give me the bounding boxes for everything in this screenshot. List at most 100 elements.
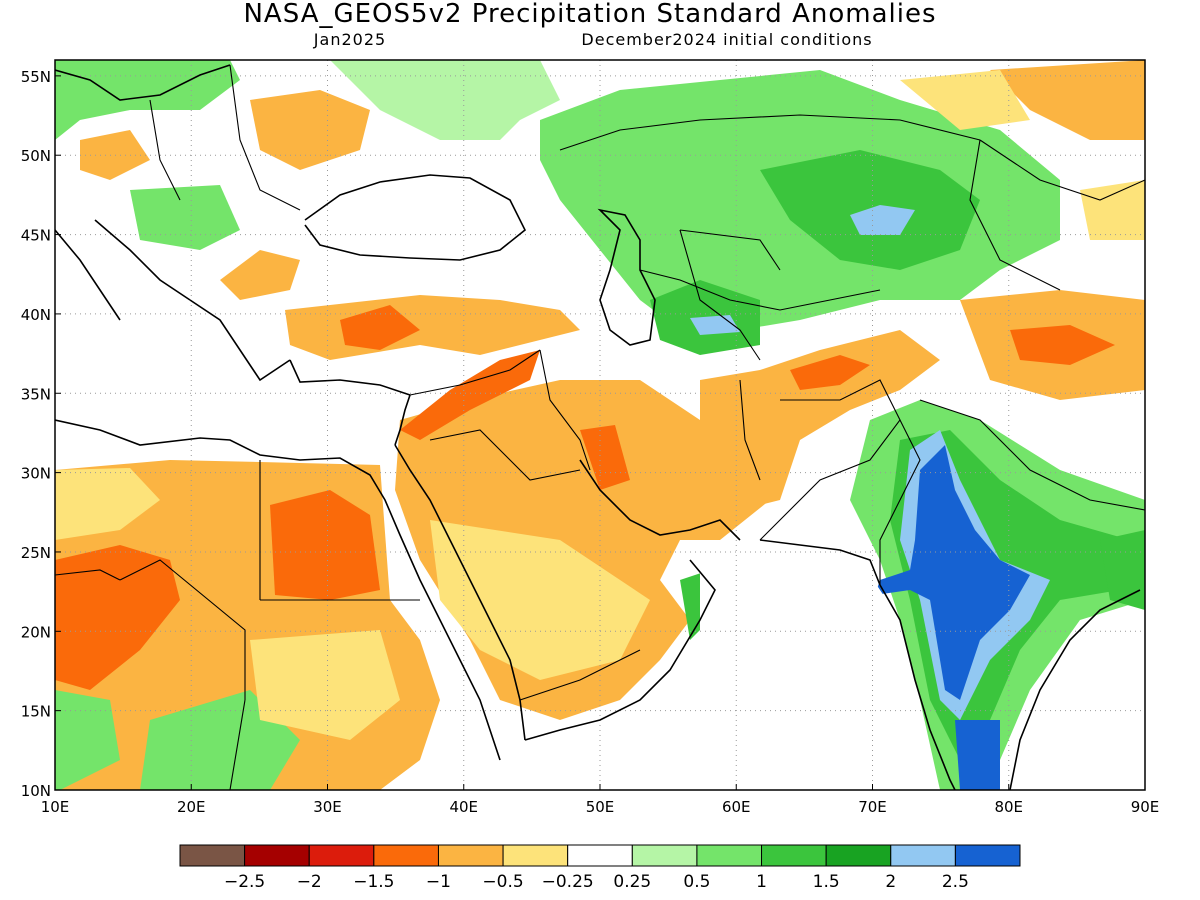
colorbar-label: 0.5 bbox=[683, 872, 710, 892]
lon-tick-label: 90E bbox=[1131, 798, 1160, 816]
coastline-pakistan bbox=[759, 539, 881, 586]
border-europe-east bbox=[229, 64, 301, 211]
lat-tick-label: 35N bbox=[21, 385, 51, 403]
colorbar-swatch bbox=[244, 844, 310, 867]
anomaly-region-sudan-strong-dry bbox=[270, 490, 380, 600]
border-uzbekistan bbox=[679, 229, 781, 271]
coastline-black-sea bbox=[304, 174, 527, 261]
lat-tick-label: 40N bbox=[21, 306, 51, 324]
anomaly-region-libya-mild-dry bbox=[55, 468, 160, 540]
colorbar-swatch bbox=[954, 844, 1021, 867]
anomaly-region-levant-strong-dry bbox=[400, 350, 540, 440]
colorbar-labels: −2.5 −2 −1.5 −1 −0.5 −0.25 0.25 0.5 1 1.5 2 2.5 bbox=[224, 872, 969, 892]
coastline-arabia-south bbox=[524, 559, 716, 741]
anomaly-region-europe-west-wet bbox=[55, 60, 240, 140]
colorbar-label: −1.5 bbox=[353, 872, 394, 892]
init-conditions-label: December2024 initial conditions bbox=[581, 30, 872, 49]
coastline-greece bbox=[189, 299, 291, 382]
anomaly-region-kazakhstan-very-wet bbox=[850, 205, 915, 235]
colorbar-swatch bbox=[890, 844, 956, 867]
colorbar-swatch bbox=[761, 844, 827, 867]
anomaly-region-ukraine-dry bbox=[250, 90, 370, 170]
colorbar-label: −2.5 bbox=[224, 872, 265, 892]
border-algeria-niger bbox=[55, 569, 121, 581]
anomaly-region-bangladesh-wet bbox=[1100, 530, 1145, 610]
anomaly-region-balkans-wet bbox=[130, 185, 240, 250]
anomaly-region-afghanistan-strong-dry bbox=[790, 355, 870, 390]
anomaly-region-iraq-strong-dry bbox=[580, 425, 630, 490]
coastline-levant bbox=[394, 394, 411, 446]
border-chad-sudan bbox=[229, 699, 246, 790]
colorbar-swatch bbox=[631, 844, 698, 867]
colorbar-label: 0.25 bbox=[613, 872, 651, 892]
sea-arabian-sea bbox=[560, 560, 940, 790]
lat-tick-label: 30N bbox=[21, 465, 51, 483]
colorbar-label: 2 bbox=[885, 872, 896, 892]
lon-tick-label: 80E bbox=[994, 798, 1023, 816]
border-india-china bbox=[919, 399, 1145, 511]
border-afghanistan-pakistan bbox=[759, 379, 901, 541]
coastline-red-sea-east bbox=[394, 444, 526, 741]
border-europe-central bbox=[149, 99, 181, 201]
lon-tick-label: 40E bbox=[449, 798, 478, 816]
coastline-italy bbox=[55, 229, 121, 321]
colorbar-label: −2 bbox=[297, 872, 322, 892]
border-mongolia-china bbox=[979, 139, 1145, 201]
anomaly-region-turkey-strong-dry bbox=[340, 305, 420, 350]
anomaly-field bbox=[55, 60, 1145, 790]
anomaly-region-mongolia-dry bbox=[990, 60, 1145, 140]
border-china-kazakh bbox=[969, 139, 1061, 291]
map-gridlines bbox=[55, 60, 1145, 790]
lon-tick-label: 70E bbox=[858, 798, 887, 816]
anomaly-region-sudan-mild-dry bbox=[250, 630, 400, 740]
coastlines bbox=[55, 64, 1141, 790]
border-kazakhstan-south bbox=[639, 269, 881, 311]
lat-tick-label: 25N bbox=[21, 544, 51, 562]
lat-tick-label: 55N bbox=[21, 68, 51, 86]
coastline-caspian bbox=[597, 208, 656, 346]
colorbar-label: 1.5 bbox=[813, 872, 840, 892]
lon-tick-label: 20E bbox=[177, 798, 206, 816]
border-pakistan-india bbox=[879, 419, 921, 585]
lat-tick-label: 15N bbox=[21, 703, 51, 721]
coastline-africa-north bbox=[55, 419, 501, 761]
coastline-north-europe bbox=[55, 64, 231, 101]
colorbar-label: 2.5 bbox=[942, 872, 969, 892]
anomaly-region-tibet-strong-dry bbox=[1010, 325, 1115, 365]
anomaly-region-india-extreme-wet bbox=[875, 445, 1030, 700]
border-turkmenistan bbox=[679, 229, 761, 361]
lat-tick-label: 45N bbox=[21, 227, 51, 245]
country-borders bbox=[55, 64, 1145, 790]
anomaly-region-sahel-wet-west bbox=[55, 690, 120, 790]
coastline-india-east bbox=[1009, 589, 1141, 790]
border-iran-afghanistan bbox=[739, 379, 761, 481]
border-saudi-north bbox=[429, 429, 581, 481]
colorbar-swatch bbox=[179, 844, 246, 867]
coastline-india-west bbox=[879, 584, 956, 790]
latitude-tick-labels: 10N 15N 20N 25N 30N 35N 40N 45N 50N 55N bbox=[21, 68, 61, 800]
colorbar-swatch bbox=[373, 844, 439, 867]
border-saudi-yemen bbox=[519, 649, 641, 701]
colorbar-label: 1 bbox=[756, 872, 767, 892]
anomaly-region-iran-dry bbox=[700, 330, 940, 510]
coastline-turkey-south bbox=[289, 359, 411, 396]
forecast-month-label: Jan2025 bbox=[313, 30, 386, 49]
colorbar-label: −0.25 bbox=[542, 872, 594, 892]
border-libya-chad bbox=[119, 559, 246, 700]
colorbar-swatch bbox=[825, 844, 892, 867]
colorbar-label: −0.5 bbox=[482, 872, 523, 892]
border-turkey-syria bbox=[409, 349, 541, 396]
anomaly-region-china-east-mild-dry bbox=[1080, 180, 1145, 240]
colorbar-label: −1 bbox=[426, 872, 451, 892]
colorbar-swatch bbox=[567, 844, 633, 867]
sea-black-sea bbox=[305, 170, 520, 260]
lat-tick-label: 10N bbox=[21, 782, 51, 800]
lat-tick-label: 20N bbox=[21, 623, 51, 641]
lon-tick-label: 60E bbox=[722, 798, 751, 816]
lat-tick-label: 50N bbox=[21, 147, 51, 165]
coastline-adriatic bbox=[94, 219, 191, 301]
coastline-persian-gulf bbox=[579, 459, 741, 541]
anomaly-region-arabia-mild-dry bbox=[430, 520, 650, 680]
lon-tick-label: 50E bbox=[586, 798, 615, 816]
